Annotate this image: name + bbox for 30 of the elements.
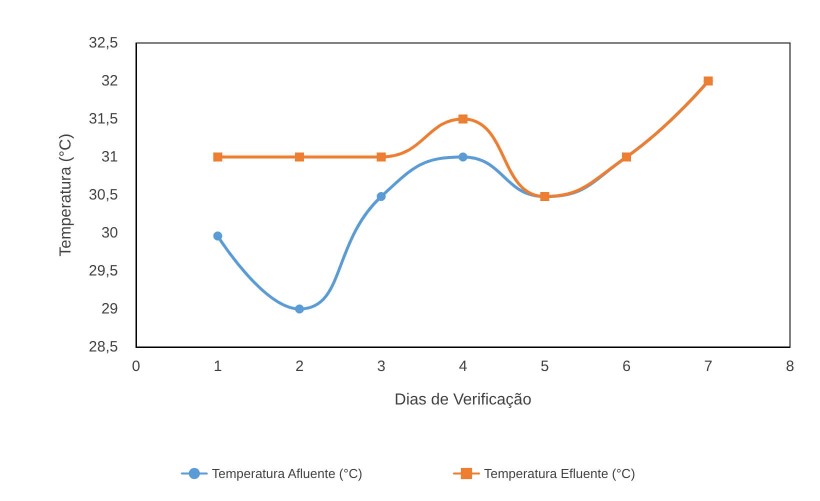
point [295,304,304,314]
y-tick-label: 28,5 [88,338,118,356]
x-tick-label: 1 [214,358,222,375]
point [295,152,304,162]
y-tick-label: 30,5 [88,186,118,204]
point [213,152,222,162]
x-tick-label: 8 [786,358,794,375]
point [376,192,386,202]
legend-label: Temperatura Afluente (°C) [212,466,362,481]
x-tick-label: 3 [377,358,386,375]
y-tick-label: 30 [101,224,118,242]
x-tick-label: 0 [132,358,140,375]
y-tick-label: 29,5 [88,262,118,280]
y-tick-label: 31,5 [88,110,118,128]
y-axis-title: Temperatura (°C) [58,134,74,256]
y-tick-label: 29 [101,300,118,318]
x-tick-label: 6 [622,358,631,375]
y-tick-label: 32,5 [88,34,118,52]
legend-label: Temperatura Efluente (°C) [484,466,636,481]
point [458,152,468,162]
x-axis-title: Dias de Verificação [394,392,532,408]
point [458,114,468,124]
x-tick-label: 7 [704,358,712,375]
point [213,232,222,241]
y-tick-label: 31 [101,148,118,166]
x-tick-label: 4 [458,358,468,375]
point [376,152,386,162]
y-tick-label: 32 [101,72,118,90]
x-tick-label: 2 [295,358,304,375]
x-tick-label: 5 [540,358,549,375]
